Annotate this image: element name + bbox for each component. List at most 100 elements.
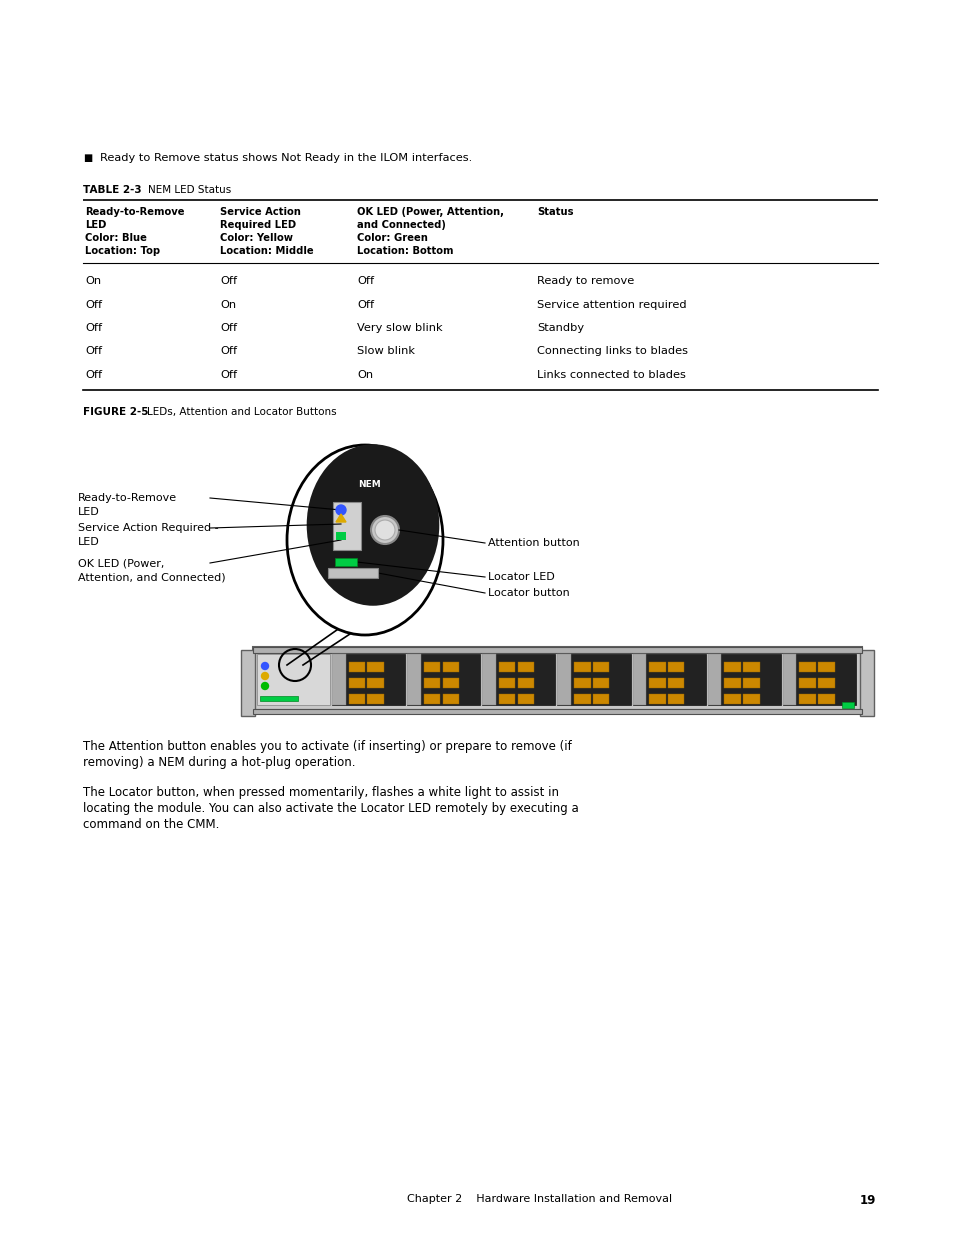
- Text: Service Action Required -: Service Action Required -: [78, 522, 218, 534]
- Bar: [782, 655, 796, 705]
- Text: FIGURE 2-5: FIGURE 2-5: [83, 408, 149, 417]
- Bar: [667, 678, 683, 688]
- Circle shape: [261, 683, 268, 689]
- Bar: [482, 655, 555, 705]
- Bar: [707, 655, 781, 705]
- Circle shape: [261, 662, 268, 669]
- Bar: [423, 662, 440, 672]
- Circle shape: [335, 505, 346, 515]
- Bar: [859, 650, 873, 716]
- Bar: [498, 678, 515, 688]
- Text: Off: Off: [85, 370, 102, 380]
- Text: Slow blink: Slow blink: [356, 346, 415, 356]
- Text: Off: Off: [220, 370, 237, 380]
- Text: The Attention button enables you to activate (if inserting) or prepare to remove: The Attention button enables you to acti…: [83, 740, 571, 753]
- Bar: [367, 678, 383, 688]
- Text: Status: Status: [537, 207, 573, 217]
- Bar: [707, 655, 720, 705]
- Text: Ready to remove: Ready to remove: [537, 275, 634, 287]
- Bar: [574, 678, 590, 688]
- Bar: [498, 694, 515, 704]
- Text: On: On: [220, 300, 236, 310]
- Bar: [328, 568, 377, 578]
- Text: Locator button: Locator button: [488, 588, 569, 598]
- Bar: [332, 655, 405, 705]
- Text: NEM LED Status: NEM LED Status: [148, 185, 231, 195]
- Bar: [253, 647, 862, 710]
- Bar: [574, 662, 590, 672]
- Bar: [333, 501, 360, 550]
- Ellipse shape: [287, 445, 442, 635]
- Bar: [557, 655, 630, 705]
- Circle shape: [261, 673, 268, 679]
- Bar: [423, 694, 440, 704]
- Bar: [648, 694, 665, 704]
- Text: Location: Middle: Location: Middle: [220, 246, 314, 256]
- Bar: [723, 694, 740, 704]
- Bar: [632, 655, 705, 705]
- Text: Required LED: Required LED: [220, 220, 295, 230]
- Bar: [348, 694, 365, 704]
- Bar: [723, 678, 740, 688]
- Bar: [557, 655, 571, 705]
- Bar: [632, 655, 645, 705]
- Bar: [592, 694, 609, 704]
- Bar: [592, 678, 609, 688]
- Text: Service attention required: Service attention required: [537, 300, 686, 310]
- Bar: [648, 662, 665, 672]
- Bar: [442, 694, 458, 704]
- Text: On: On: [356, 370, 373, 380]
- Bar: [517, 678, 534, 688]
- Bar: [742, 662, 759, 672]
- Text: LED: LED: [78, 537, 100, 547]
- Bar: [253, 647, 862, 653]
- Bar: [335, 532, 346, 540]
- Text: Location: Bottom: Location: Bottom: [356, 246, 453, 256]
- Bar: [442, 678, 458, 688]
- Text: Connecting links to blades: Connecting links to blades: [537, 346, 687, 356]
- Text: TABLE 2-3: TABLE 2-3: [83, 185, 141, 195]
- Text: Off: Off: [220, 275, 237, 287]
- Bar: [667, 694, 683, 704]
- Text: Chapter 2    Hardware Installation and Removal: Chapter 2 Hardware Installation and Remo…: [407, 1194, 672, 1204]
- Text: Ready to Remove status shows Not Ready in the ILOM interfaces.: Ready to Remove status shows Not Ready i…: [100, 153, 472, 163]
- Text: Off: Off: [85, 346, 102, 356]
- Text: Attention button: Attention button: [488, 538, 579, 548]
- Bar: [799, 678, 815, 688]
- Bar: [667, 662, 683, 672]
- Text: removing) a NEM during a hot-plug operation.: removing) a NEM during a hot-plug operat…: [83, 756, 355, 769]
- Bar: [648, 678, 665, 688]
- Text: Ready-to-Remove: Ready-to-Remove: [85, 207, 184, 217]
- Bar: [574, 694, 590, 704]
- Text: Ready-to-Remove: Ready-to-Remove: [78, 493, 177, 503]
- Bar: [517, 694, 534, 704]
- Circle shape: [375, 520, 395, 540]
- Bar: [818, 678, 834, 688]
- Bar: [482, 655, 496, 705]
- Text: locating the module. You can also activate the Locator LED remotely by executing: locating the module. You can also activa…: [83, 802, 578, 815]
- Text: LED: LED: [78, 508, 100, 517]
- Bar: [498, 662, 515, 672]
- Circle shape: [371, 516, 398, 543]
- Text: LEDs, Attention and Locator Buttons: LEDs, Attention and Locator Buttons: [147, 408, 336, 417]
- Text: and Connected): and Connected): [356, 220, 445, 230]
- Bar: [517, 662, 534, 672]
- Bar: [742, 678, 759, 688]
- Bar: [348, 662, 365, 672]
- Text: Links connected to blades: Links connected to blades: [537, 370, 685, 380]
- Text: Off: Off: [220, 346, 237, 356]
- Text: LED: LED: [85, 220, 107, 230]
- Ellipse shape: [306, 445, 438, 605]
- Text: Off: Off: [85, 324, 102, 333]
- Text: Locator LED: Locator LED: [488, 572, 554, 582]
- Text: On: On: [85, 275, 101, 287]
- Text: 19: 19: [859, 1194, 876, 1207]
- Bar: [332, 655, 345, 705]
- Bar: [256, 655, 330, 705]
- Bar: [818, 694, 834, 704]
- Text: Color: Yellow: Color: Yellow: [220, 233, 293, 243]
- Polygon shape: [335, 514, 346, 522]
- Text: Off: Off: [85, 300, 102, 310]
- Bar: [799, 694, 815, 704]
- Text: Attention, and Connected): Attention, and Connected): [78, 572, 226, 582]
